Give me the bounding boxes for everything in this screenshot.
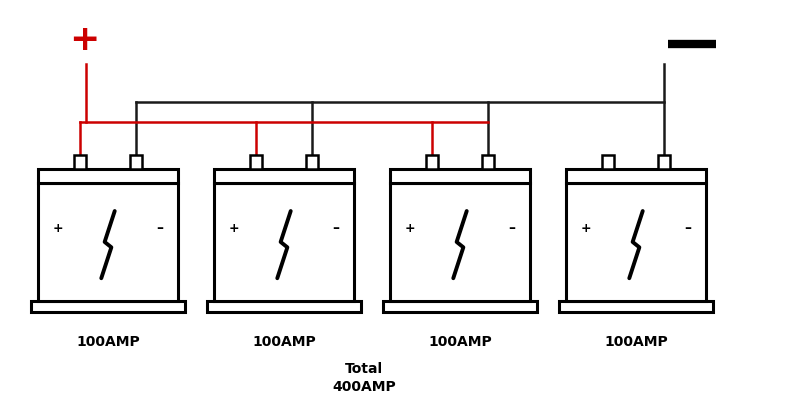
Text: –: – (332, 221, 339, 235)
Bar (74, 155, 86, 169)
Bar (38, 184, 178, 301)
Text: Total
400AMP: Total 400AMP (332, 362, 396, 394)
Text: 100AMP: 100AMP (604, 335, 668, 349)
Text: –: – (684, 221, 691, 235)
Bar (383, 301, 537, 312)
Text: +: + (580, 222, 591, 235)
Bar (602, 155, 614, 169)
Text: +: + (228, 222, 239, 235)
Bar (566, 184, 706, 301)
Bar (390, 169, 530, 184)
Bar (559, 301, 713, 312)
Bar (130, 155, 142, 169)
Text: +: + (404, 222, 415, 235)
Bar (31, 301, 185, 312)
Text: –: – (156, 221, 163, 235)
Text: 100AMP: 100AMP (252, 335, 316, 349)
Bar (38, 169, 178, 184)
Bar (482, 155, 494, 169)
Text: +: + (69, 23, 99, 57)
Bar (207, 301, 361, 312)
Bar (306, 155, 318, 169)
Bar (214, 169, 354, 184)
Bar (426, 155, 438, 169)
Bar (214, 184, 354, 301)
Text: +: + (52, 222, 63, 235)
Text: 100AMP: 100AMP (76, 335, 140, 349)
Text: 100AMP: 100AMP (428, 335, 492, 349)
Bar (566, 169, 706, 184)
Bar (658, 155, 670, 169)
Bar (390, 184, 530, 301)
Text: –: – (508, 221, 515, 235)
Bar (250, 155, 262, 169)
